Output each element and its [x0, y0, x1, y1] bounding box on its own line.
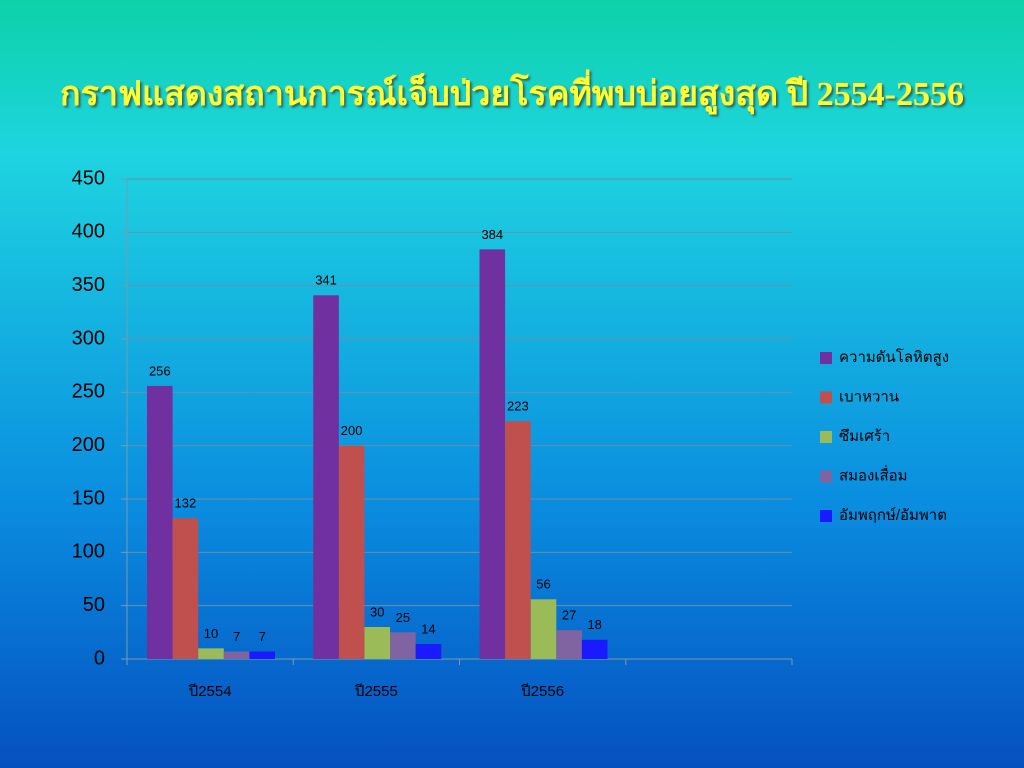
- value-label: 223: [507, 399, 529, 414]
- value-label: 10: [204, 626, 218, 641]
- legend-label: ซึมเศร้า: [839, 428, 890, 445]
- y-tick-label: 0: [94, 647, 105, 669]
- y-tick-label: 150: [72, 487, 105, 509]
- y-tick-label: 50: [83, 594, 105, 616]
- value-label: 14: [421, 622, 435, 637]
- bar: [198, 648, 224, 659]
- bar: [249, 651, 275, 659]
- value-label: 132: [175, 496, 197, 511]
- chart-title: กราฟแสดงสถานการณ์เจ็บป่วยโรคที่พบบ่อยสูง…: [60, 69, 964, 115]
- value-label: 18: [587, 617, 601, 632]
- legend-label: เบาหวาน: [839, 388, 899, 405]
- bar: [147, 385, 173, 659]
- bar: [479, 249, 506, 659]
- y-tick-label: 250: [72, 381, 105, 403]
- legend-label: ความดันโลหิตสูง: [839, 348, 949, 366]
- legend-label: อัมพฤกษ์/อัมพาต: [839, 507, 947, 524]
- bar: [223, 651, 250, 659]
- legend-swatch: [820, 391, 832, 404]
- x-tick-label: ปี2556: [520, 683, 564, 700]
- value-label: 30: [370, 604, 384, 619]
- bar: [556, 630, 582, 659]
- bar: [338, 445, 365, 659]
- y-tick-label: 400: [72, 221, 105, 243]
- bar: [364, 627, 391, 659]
- value-label: 341: [315, 273, 337, 288]
- value-label: 7: [233, 629, 240, 644]
- y-tick-label: 450: [72, 167, 105, 189]
- y-tick-label: 100: [72, 541, 105, 563]
- x-tick-label: ปี2555: [354, 683, 398, 700]
- bar: [172, 518, 199, 659]
- value-label: 200: [341, 423, 363, 438]
- y-tick-label: 350: [72, 274, 105, 296]
- y-tick-label: 300: [72, 327, 105, 349]
- value-label: 56: [536, 577, 550, 592]
- bar: [415, 644, 442, 659]
- legend-swatch: [820, 510, 832, 522]
- legend-label: สมองเสื่อม: [839, 464, 908, 484]
- y-tick-label: 200: [72, 434, 105, 456]
- bar: [505, 421, 531, 659]
- value-label: 27: [562, 608, 576, 623]
- legend-swatch: [820, 352, 832, 364]
- value-label: 384: [481, 227, 503, 242]
- legend-swatch: [820, 431, 832, 443]
- x-tick-label: ปี2554: [188, 683, 232, 700]
- bar: [390, 632, 416, 659]
- legend-swatch: [820, 470, 832, 483]
- value-label: 25: [396, 610, 410, 625]
- bar: [313, 295, 339, 659]
- bar: [581, 639, 608, 659]
- value-label: 256: [149, 363, 171, 378]
- bar: [530, 599, 557, 659]
- value-label: 7: [259, 629, 266, 644]
